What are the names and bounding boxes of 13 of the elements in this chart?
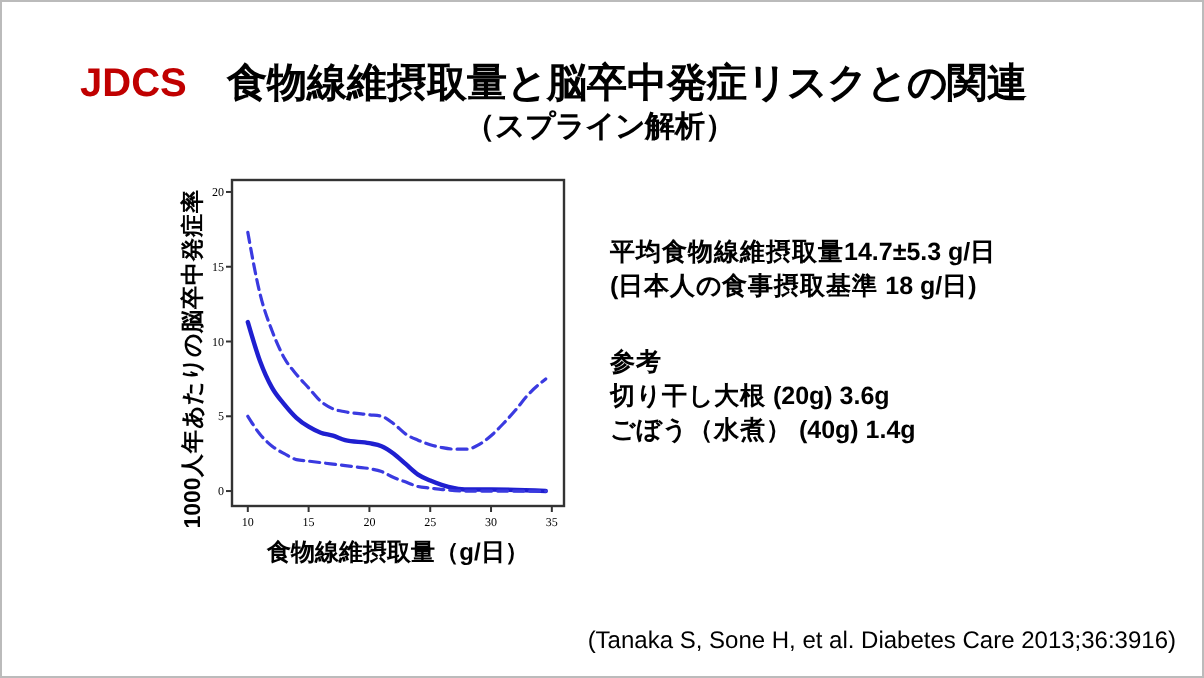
text: ごぼう（水煮） (40g) 1.4g <box>610 414 916 444</box>
line-series <box>246 414 548 493</box>
text: 平均食物線維摂取量14.7±5.3 g/日 <box>608 238 997 266</box>
text: 切り干し大根 (20g) 3.6g <box>608 382 890 410</box>
text: 参考 <box>608 346 662 376</box>
y-axis-title: 1000人年あたりの脳卒中発症率 <box>178 189 206 529</box>
chart-title: JDCS 食物線維摂取量と脳卒中発症リスクとの関連 <box>80 60 1027 106</box>
chart-subtitle: （スプライン解析） <box>465 110 735 144</box>
line-series <box>245 319 548 494</box>
line-series <box>246 230 548 451</box>
text: (日本人の食事摂取基準 18 g/日) <box>610 272 977 300</box>
text: (Tanaka S, Sone H, et al. Diabetes Care 2013;36:3916) <box>587 626 1176 654</box>
x-axis-title: 食物線維摂取量（g/日） <box>265 538 529 566</box>
